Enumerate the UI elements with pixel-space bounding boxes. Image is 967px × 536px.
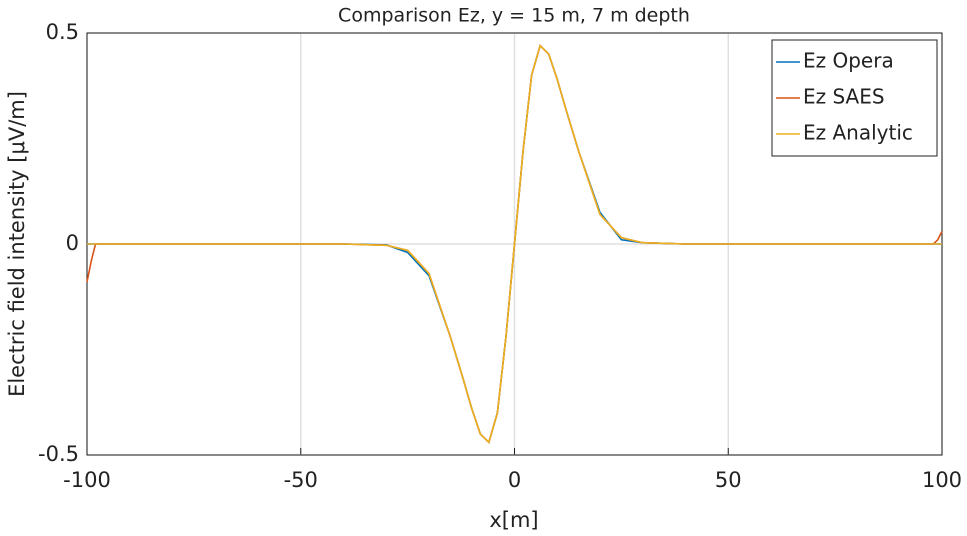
x-tick-label: 0 xyxy=(508,468,521,492)
chart-title: Comparison Ez, y = 15 m, 7 m depth xyxy=(338,5,690,27)
y-tick-label: -0.5 xyxy=(38,442,79,466)
series-line xyxy=(87,44,942,444)
legend-label: Ez SAES xyxy=(803,85,885,109)
x-axis-label: x[m] xyxy=(489,508,538,532)
legend-label: Ez Analytic xyxy=(803,121,913,145)
y-tick-label: 0.5 xyxy=(46,20,79,44)
x-tick-label: -100 xyxy=(63,468,111,492)
y-tick-label: 0 xyxy=(66,231,79,255)
x-tick-label: 100 xyxy=(922,468,962,492)
x-tick-label: 50 xyxy=(715,468,742,492)
y-axis-label: Electric field intensity [μV/m] xyxy=(5,91,29,397)
x-tick-label: -50 xyxy=(284,468,318,492)
legend-label: Ez Opera xyxy=(803,49,894,73)
